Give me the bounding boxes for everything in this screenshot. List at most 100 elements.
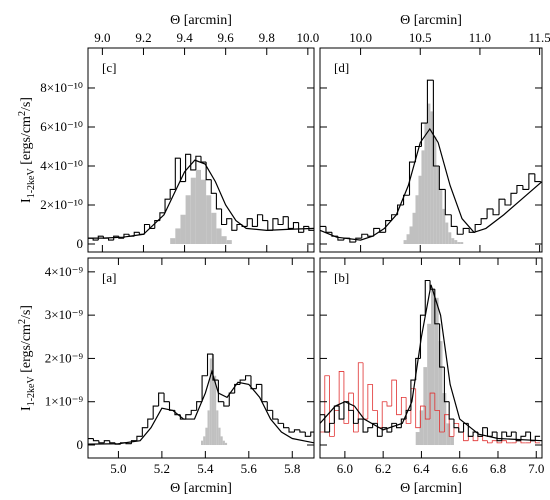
histogram-step	[92, 238, 99, 241]
x-axis-title: Θ [arcmin]	[170, 13, 232, 28]
histogram-bar	[205, 427, 208, 446]
histogram-step	[480, 218, 488, 225]
histogram-step	[361, 233, 368, 239]
histogram-step	[220, 208, 227, 226]
histogram-step	[439, 410, 445, 433]
histogram-bar	[436, 165, 440, 245]
histogram-step	[498, 198, 505, 215]
histogram-step	[277, 419, 284, 424]
histogram-step	[206, 353, 213, 376]
histogram-step	[168, 401, 175, 411]
x-tick-label: 5.6	[241, 461, 258, 476]
histogram-step	[439, 323, 445, 368]
histogram-step	[386, 401, 392, 407]
histogram-step	[400, 396, 407, 415]
y-axis-title-sup: 2	[17, 319, 28, 324]
histogram-step	[477, 435, 483, 441]
histogram-step	[379, 228, 386, 233]
histogram-step	[262, 214, 268, 222]
histogram-step	[355, 237, 362, 243]
histogram-bar	[214, 375, 217, 446]
histogram-step	[277, 218, 284, 226]
histogram-step	[143, 223, 150, 235]
histogram-step	[501, 440, 507, 443]
histogram-step	[424, 406, 431, 420]
x-tick-label: 5.0	[110, 461, 126, 476]
histogram-step	[205, 162, 212, 181]
histogram-step	[434, 289, 440, 325]
histogram-step	[190, 154, 196, 171]
y-tick-label: 0	[77, 236, 84, 251]
histogram-step	[298, 222, 304, 233]
histogram-step	[458, 427, 464, 433]
fit-curve	[320, 127, 542, 241]
histogram-bar	[190, 177, 196, 245]
histogram-bar	[460, 242, 464, 245]
histogram-step	[255, 383, 262, 389]
histogram-step	[438, 165, 446, 190]
histogram-bar	[224, 442, 228, 446]
histogram-bar	[222, 440, 225, 446]
histogram-step	[163, 393, 170, 403]
histogram-step	[293, 429, 300, 433]
x-tick-label: 5.4	[197, 461, 214, 476]
histogram-step	[491, 431, 498, 437]
histogram-step	[520, 440, 526, 444]
histogram-step	[228, 392, 235, 407]
histogram-step	[482, 436, 488, 442]
panel-data	[88, 353, 314, 446]
histogram-bar	[419, 410, 424, 446]
histogram-step	[529, 432, 536, 442]
histogram-bar	[220, 436, 223, 446]
histogram-bar	[448, 232, 452, 245]
histogram-step	[496, 440, 502, 444]
histogram-step	[226, 218, 232, 225]
histogram-bar	[216, 410, 219, 446]
histogram-step	[506, 432, 512, 437]
histogram-bar	[209, 358, 212, 446]
histogram-bar	[180, 214, 186, 245]
y-axis-title-sub: 1-2keV	[26, 168, 37, 199]
histogram-bar	[201, 440, 204, 446]
histogram-step	[453, 422, 459, 437]
histogram-step	[343, 371, 349, 424]
histogram-bar	[415, 432, 420, 446]
histogram-step	[333, 405, 340, 424]
histogram-bar	[431, 289, 435, 446]
histogram-step	[391, 422, 397, 433]
histogram-step	[231, 218, 237, 231]
histogram-step	[506, 440, 512, 444]
histogram-bar	[424, 123, 428, 245]
histogram-step	[474, 223, 482, 233]
histogram-step	[534, 435, 541, 441]
histogram-step	[256, 214, 263, 227]
histogram-step	[357, 362, 364, 433]
histogram-step	[487, 440, 493, 444]
histogram-step	[491, 440, 498, 443]
panel-label: [c]	[102, 60, 116, 75]
histogram-step	[136, 435, 143, 441]
histogram-step	[282, 216, 289, 225]
histogram-bar	[206, 195, 212, 245]
panel-label: [a]	[102, 270, 116, 285]
histogram-step	[261, 384, 268, 403]
x-tick-label: 6.4	[413, 461, 430, 476]
histogram-step	[396, 380, 402, 416]
histogram-step	[97, 235, 104, 241]
histogram-step	[141, 427, 148, 437]
histogram-step	[515, 432, 521, 442]
histogram-step	[482, 427, 488, 437]
histogram-step	[267, 220, 273, 231]
histogram-bar	[218, 427, 221, 446]
y-tick-label: 3×10⁻⁹	[45, 307, 84, 322]
histogram-step	[504, 199, 511, 206]
histogram-bar	[211, 354, 215, 446]
histogram-step	[448, 414, 454, 437]
histogram-bar	[203, 436, 206, 446]
y-tick-label: 4×10⁻¹⁰	[40, 158, 83, 173]
x-tick-label: 11.0	[469, 30, 491, 45]
histogram-step	[299, 429, 306, 433]
x-axis-title: Θ [arcmin]	[170, 481, 232, 496]
histogram-step	[522, 185, 529, 190]
histogram-step	[486, 427, 493, 437]
